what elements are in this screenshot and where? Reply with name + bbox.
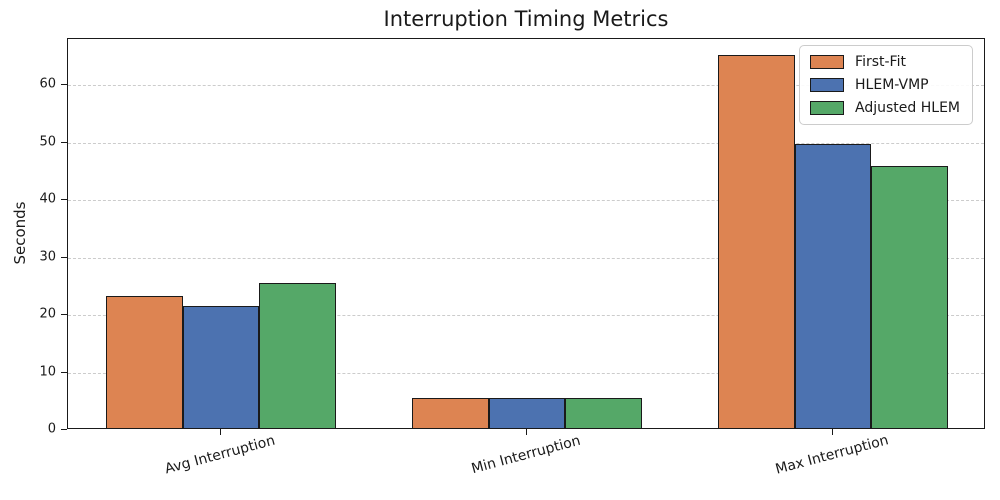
- x-tick-mark: [526, 429, 527, 435]
- y-tick-label: 20: [39, 306, 56, 322]
- gridline-y-40: [68, 200, 984, 201]
- y-tick-mark: [61, 199, 67, 200]
- y-tick-label: 60: [39, 76, 56, 92]
- legend-row-adjusted-hlem: Adjusted HLEM: [810, 100, 960, 116]
- legend-swatch-icon: [810, 55, 845, 69]
- plot-area: First-Fit HLEM-VMP Adjusted HLEM: [67, 38, 985, 429]
- y-tick-label: 40: [39, 191, 56, 207]
- y-tick-mark: [61, 256, 67, 258]
- legend-label: Adjusted HLEM: [855, 100, 960, 116]
- bar-first-fit-avg-interruption: [106, 295, 183, 428]
- gridline-y-50: [68, 142, 984, 144]
- gridline-y-30: [68, 257, 984, 259]
- y-tick-mark: [61, 84, 67, 85]
- y-tick-mark: [61, 429, 67, 430]
- bar-adjusted-hlem-avg-interruption: [259, 283, 336, 428]
- legend-label: First-Fit: [855, 54, 906, 70]
- y-tick-label: 50: [39, 134, 56, 149]
- bar-adjusted-hlem-max-interruption: [871, 165, 948, 428]
- y-tick-mark: [61, 314, 67, 315]
- bar-hlem-vmp-max-interruption: [794, 143, 872, 428]
- legend-swatch-icon: [810, 101, 845, 115]
- legend-swatch-icon: [810, 78, 845, 92]
- y-tick-mark: [61, 141, 67, 143]
- gridline-y-20: [68, 315, 984, 316]
- y-tick-label: 30: [39, 249, 56, 264]
- legend-row-hlem-vmp: HLEM-VMP: [810, 77, 960, 93]
- x-tick-mark: [220, 429, 221, 435]
- y-tick-mark: [61, 371, 67, 373]
- chart-title: Interruption Timing Metrics: [383, 7, 669, 31]
- gridline-y-10: [68, 372, 984, 374]
- y-tick-label: 10: [39, 364, 56, 379]
- bar-hlem-vmp-avg-interruption: [182, 306, 260, 428]
- bar-hlem-vmp-min-interruption: [488, 398, 566, 428]
- gridline-y-60: [68, 85, 984, 86]
- x-tick-mark: [832, 429, 833, 435]
- legend-label: HLEM-VMP: [855, 77, 929, 93]
- y-tick-label: 0: [47, 421, 56, 437]
- legend-row-first-fit: First-Fit: [810, 54, 960, 70]
- bar-first-fit-max-interruption: [718, 54, 795, 428]
- bar-adjusted-hlem-min-interruption: [565, 398, 642, 428]
- legend: First-Fit HLEM-VMP Adjusted HLEM: [799, 45, 973, 125]
- bar-first-fit-min-interruption: [412, 398, 489, 428]
